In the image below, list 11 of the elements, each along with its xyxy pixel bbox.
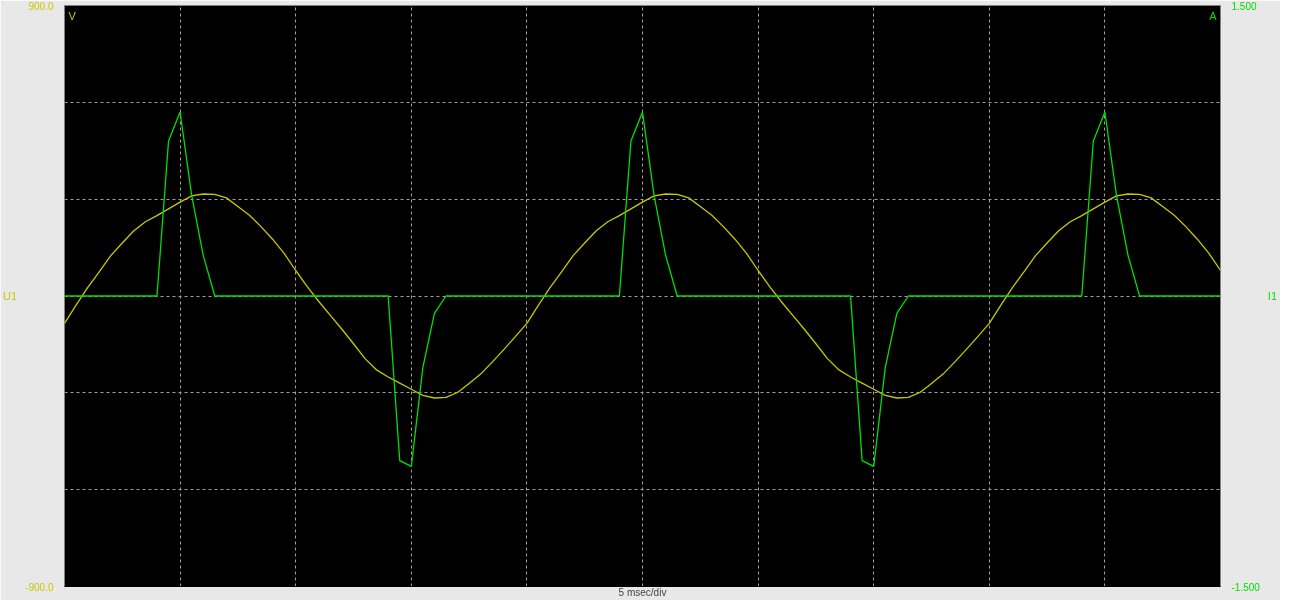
line-series xyxy=(64,111,1221,468)
y2-tick-label: -1.500 xyxy=(1231,581,1261,593)
x-axis-title: 5 msec/div xyxy=(618,586,667,598)
y-tick-label: 900.0 xyxy=(28,0,54,12)
annotation: A xyxy=(1209,9,1218,22)
y-tick-label: -900.0 xyxy=(25,581,54,593)
y-axis-title: U1 xyxy=(3,290,18,302)
y2-axis-title: I1 xyxy=(1267,290,1278,302)
line-series xyxy=(64,193,1221,399)
y2-tick-label: 1.500 xyxy=(1231,0,1257,12)
annotation: V xyxy=(68,9,77,22)
